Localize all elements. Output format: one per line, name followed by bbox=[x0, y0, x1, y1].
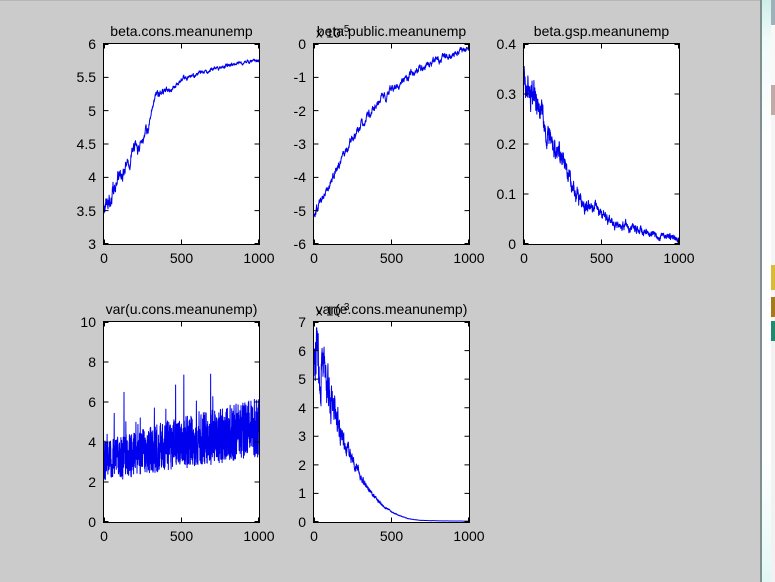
x-tick-label: 0 bbox=[100, 528, 108, 544]
y-tick-label: 5 bbox=[88, 102, 96, 119]
y-tick-label: 7 bbox=[298, 314, 306, 330]
plot-area-beta-public-meanunemp bbox=[314, 44, 469, 244]
window-fragment-gap-2 bbox=[771, 317, 775, 321]
x-tick-label: 0 bbox=[520, 250, 528, 266]
y-tick-label: 0.4 bbox=[496, 36, 516, 52]
plot-area-beta-gsp-meanunemp bbox=[524, 44, 679, 244]
window-fragment-pink bbox=[771, 85, 775, 115]
window-fragment-white-1 bbox=[771, 25, 775, 85]
y-tick-label: 5 bbox=[298, 371, 306, 388]
subplot-beta-gsp-meanunemp: beta.gsp.meanunemp 0 0.1 0.2 0.3 0.4 0 500 1000 bbox=[497, 23, 695, 266]
x-tick-label: 0 bbox=[100, 250, 108, 266]
plot-area-var-u-cons-meanunemp bbox=[104, 322, 259, 522]
window-fragment-gap-1 bbox=[771, 290, 775, 297]
subplot-beta-public-meanunemp: beta.public.meanunemp x 10-5 -6 -5 -4 -3 -2 -1 0… bbox=[294, 23, 485, 266]
x-tick-label: 500 bbox=[589, 250, 614, 266]
figure-window-right-border bbox=[760, 0, 762, 582]
window-fragment-top bbox=[771, 0, 775, 25]
background-desktop-sliver bbox=[771, 0, 775, 582]
y-tick-label: 4.5 bbox=[76, 136, 96, 152]
y-tick-label: 0 bbox=[298, 514, 306, 530]
y-tick-label: 5.5 bbox=[76, 69, 96, 86]
y-tick-label: -4 bbox=[293, 169, 306, 186]
y-tick-label: 2 bbox=[298, 456, 306, 473]
x-tick-label: 1000 bbox=[243, 250, 275, 266]
y-tick-label: 3 bbox=[88, 236, 96, 252]
y-tick-label: 6 bbox=[88, 394, 96, 410]
desktop-icon-fragment-gold[interactable] bbox=[771, 297, 775, 317]
y-tick-label: 0.2 bbox=[496, 136, 516, 152]
x-tick-label: 1000 bbox=[243, 528, 275, 544]
axis-scale-label: x 10-3 bbox=[316, 302, 349, 318]
scale-prefix: x 10 bbox=[316, 303, 341, 319]
y-tick-label: 6 bbox=[88, 36, 96, 52]
x-tick-label: 0 bbox=[310, 250, 318, 266]
scale-prefix: x 10 bbox=[316, 25, 341, 41]
y-tick-label: 0 bbox=[88, 514, 96, 530]
x-tick-label: 0 bbox=[310, 528, 318, 544]
y-tick-label: 4 bbox=[88, 434, 96, 450]
window-fragment-bottom bbox=[771, 341, 775, 582]
subplot-var-u-cons-meanunemp: var(u.cons.meanunemp) 0 2 4 6 8 10 0 500 1000 bbox=[80, 301, 274, 544]
y-tick-label: 3.5 bbox=[76, 202, 96, 219]
x-tick-label: 500 bbox=[379, 250, 404, 266]
y-tick-label: 4 bbox=[298, 399, 306, 416]
y-tick-label: 6 bbox=[298, 342, 306, 359]
y-tick-label: 4 bbox=[88, 169, 96, 186]
plot-title-beta-gsp-meanunemp: beta.gsp.meanunemp bbox=[533, 23, 670, 39]
y-tick-label: 8 bbox=[88, 354, 96, 370]
y-tick-label: 1 bbox=[298, 485, 306, 502]
y-tick-label: 10 bbox=[80, 314, 96, 330]
y-tick-label: -1 bbox=[293, 69, 306, 86]
scale-exponent: -5 bbox=[340, 24, 350, 35]
plot-title-beta-public-meanunemp: beta.public.meanunemp bbox=[316, 23, 467, 39]
axis-scale-label: x 10-5 bbox=[316, 24, 349, 40]
plot-area-beta-cons-meanunemp bbox=[104, 44, 259, 244]
desktop-icon-fragment-teal[interactable] bbox=[771, 321, 775, 341]
y-tick-label: -3 bbox=[293, 136, 306, 152]
desktop-icon-fragment-yellow[interactable] bbox=[771, 265, 775, 290]
plot-title-var-e-cons-meanunemp: var(e.cons.meanunemp) bbox=[315, 301, 468, 317]
y-tick-label: 0.3 bbox=[496, 86, 516, 102]
x-tick-label: 500 bbox=[169, 250, 194, 266]
y-tick-label: -5 bbox=[293, 202, 306, 219]
plot-area-var-e-cons-meanunemp bbox=[314, 322, 469, 522]
x-tick-label: 1000 bbox=[453, 528, 485, 544]
x-tick-label: 500 bbox=[379, 528, 404, 544]
subplot-beta-cons-meanunemp: beta.cons.meanunemp 3 3.5 4 4.5 5 5.5 6 0 500 1000 bbox=[77, 23, 275, 266]
x-tick-label: 1000 bbox=[453, 250, 485, 266]
plot-title-var-u-cons-meanunemp: var(u.cons.meanunemp) bbox=[105, 301, 258, 317]
y-tick-label: -2 bbox=[293, 102, 306, 119]
y-tick-label: -6 bbox=[293, 236, 306, 252]
window-fragment-white-2 bbox=[771, 115, 775, 265]
plot-title-beta-cons-meanunemp: beta.cons.meanunemp bbox=[110, 23, 253, 39]
x-tick-label: 1000 bbox=[663, 250, 695, 266]
y-tick-label: 0.1 bbox=[496, 186, 516, 202]
y-tick-label: 2 bbox=[88, 474, 96, 490]
subplot-var-e-cons-meanunemp: var(e.cons.meanunemp) x 10-3 0 1 2 3 4 5 6 7 0 500 1… bbox=[298, 301, 484, 544]
background-window-strip[interactable] bbox=[762, 0, 771, 582]
x-tick-label: 500 bbox=[169, 528, 194, 544]
y-tick-label: 0 bbox=[508, 236, 516, 252]
y-tick-label: 3 bbox=[298, 428, 306, 445]
y-tick-label: 0 bbox=[298, 36, 306, 52]
scale-exponent: -3 bbox=[340, 302, 350, 313]
